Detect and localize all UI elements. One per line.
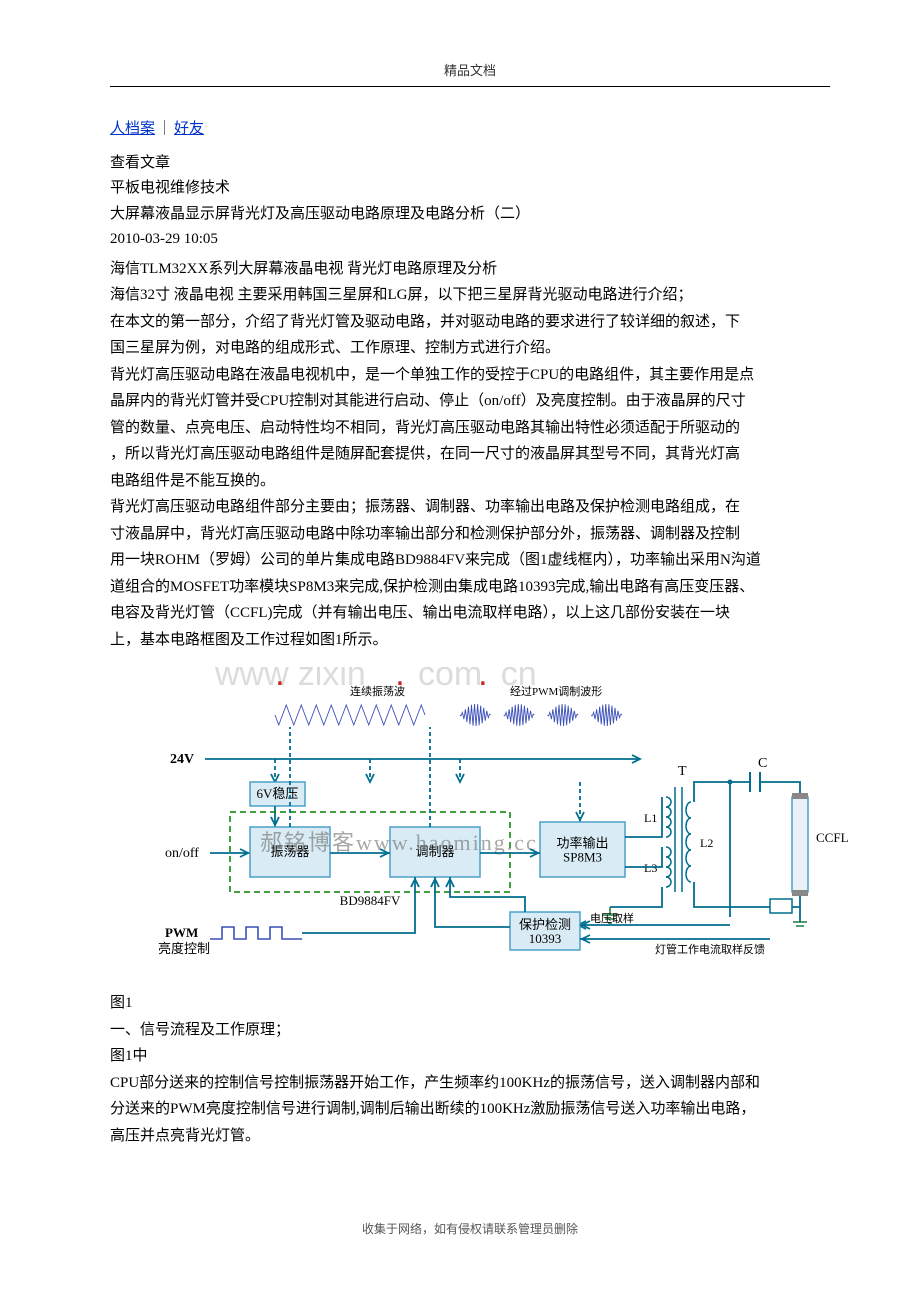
svg-text:com: com — [418, 667, 482, 693]
para: 用一块ROHM（罗姆）公司的单片集成电路BD9884FV来完成（图1虚线框内），… — [110, 548, 830, 574]
svg-text:CCFL: CCFL — [816, 830, 849, 845]
svg-text:on/off: on/off — [165, 846, 199, 861]
svg-text:L1: L1 — [644, 811, 657, 825]
header-rule — [110, 86, 830, 87]
svg-text:6V稳压: 6V稳压 — [257, 786, 299, 801]
para: 海信TLM32XX系列大屏幕液晶电视 背光灯电路原理及分析 — [110, 257, 830, 283]
profile-link[interactable]: 人档案 — [110, 121, 155, 137]
para: 背光灯高压驱动电路在液晶电视机中，是一个单独工作的受控于CPU的电路组件，其主要… — [110, 363, 830, 389]
para: 上，基本电路框图及工作过程如图1所示。 — [110, 628, 830, 654]
category-line: 平板电视维修技术 — [110, 176, 830, 202]
svg-text:L2: L2 — [700, 836, 713, 850]
para: ，所以背光灯高压驱动电路组件是随屏配套提供，在同一尺寸的液晶屏其型号不同，其背光… — [110, 442, 830, 468]
doc-footer: 收集于网络，如有侵权请联系管理员删除 — [110, 1219, 830, 1239]
svg-text:亮度控制: 亮度控制 — [158, 941, 210, 956]
svg-text:.: . — [275, 667, 284, 693]
svg-text:24V: 24V — [170, 752, 194, 767]
section-heading: 一、信号流程及工作原理； — [110, 1018, 830, 1044]
svg-text:灯管工作电流取样反馈: 灯管工作电流取样反馈 — [655, 942, 765, 956]
para: 高压并点亮背光灯管。 — [110, 1124, 830, 1150]
top-links: 人档案｜好友 — [110, 117, 830, 143]
view-article-label: 查看文章 — [110, 151, 830, 177]
svg-text:保护检测: 保护检测 — [519, 917, 571, 932]
doc-header-label: 精品文档 — [110, 60, 830, 82]
para: 寸液晶屏中，背光灯高压驱动电路中除功率输出部分和检测保护部分外，振荡器、调制器及… — [110, 522, 830, 548]
friends-link[interactable]: 好友 — [174, 121, 204, 137]
svg-text:T: T — [678, 764, 687, 779]
para: 在本文的第一部分，介绍了背光灯管及驱动电路，并对驱动电路的要求进行了较详细的叙述… — [110, 310, 830, 336]
svg-text:经过PWM调制波形: 经过PWM调制波形 — [510, 685, 602, 698]
para: 图1中 — [110, 1044, 830, 1070]
svg-text:PWM: PWM — [165, 925, 198, 940]
para: 国三星屏为例，对电路的组成形式、工作原理、控制方式进行介绍。 — [110, 336, 830, 362]
para: CPU部分送来的控制信号控制振荡器开始工作，产生频率约100KHz的振荡信号，送… — [110, 1071, 830, 1097]
svg-text:郝铭博客www.haoming.cc: 郝铭博客www.haoming.cc — [260, 830, 538, 855]
svg-text:.: . — [478, 667, 487, 693]
svg-text:10393: 10393 — [529, 931, 562, 946]
para: 背光灯高压驱动电路组件部分主要由；振荡器、调制器、功率输出电路及保护检测电路组成… — [110, 495, 830, 521]
figure-1: www.zixin.com.cn连续振荡波经过PWM调制波形24V6V稳压BD9… — [110, 667, 830, 967]
fig-caption: 图1 — [110, 991, 830, 1017]
article-date: 2010-03-29 10:05 — [110, 227, 830, 253]
svg-text:电压取样: 电压取样 — [590, 911, 634, 925]
para: 电容及背光灯管（CCFL)完成（并有输出电压、输出电流取样电路），以上这几部份安… — [110, 601, 830, 627]
para: 分送来的PWM亮度控制信号进行调制,调制后输出断续的100KHz激励振荡信号送入… — [110, 1097, 830, 1123]
para: 海信32寸 液晶电视 主要采用韩国三星屏和LG屏，以下把三星屏背光驱动电路进行介… — [110, 283, 830, 309]
article-title: 大屏幕液晶显示屏背光灯及高压驱动电路原理及电路分析（二） — [110, 202, 830, 228]
svg-text:C: C — [758, 756, 767, 771]
para: 晶屏内的背光灯管并受CPU控制对其能进行启动、停止（on/off）及亮度控制。由… — [110, 389, 830, 415]
svg-text:BD9884FV: BD9884FV — [340, 893, 401, 908]
article-body: 海信TLM32XX系列大屏幕液晶电视 背光灯电路原理及分析 海信32寸 液晶电视… — [110, 257, 830, 654]
svg-text:功率输出: 功率输出 — [556, 836, 608, 851]
link-separator: ｜ — [157, 121, 172, 137]
para: 管的数量、点亮电压、启动特性均不相同，背光灯高压驱动电路其输出特性必须适配于所驱… — [110, 416, 830, 442]
circuit-diagram-svg: www.zixin.com.cn连续振荡波经过PWM调制波形24V6V稳压BD9… — [110, 667, 850, 967]
para: 道组合的MOSFET功率模块SP8M3来完成,保护检测由集成电路10393完成,… — [110, 575, 830, 601]
svg-text:连续振荡波: 连续振荡波 — [350, 684, 405, 698]
after-figure-text: 图1 一、信号流程及工作原理； 图1中 CPU部分送来的控制信号控制振荡器开始工… — [110, 991, 830, 1149]
para: 电路组件是不能互换的。 — [110, 469, 830, 495]
svg-text:SP8M3: SP8M3 — [563, 850, 602, 865]
svg-text:L3: L3 — [644, 861, 657, 875]
